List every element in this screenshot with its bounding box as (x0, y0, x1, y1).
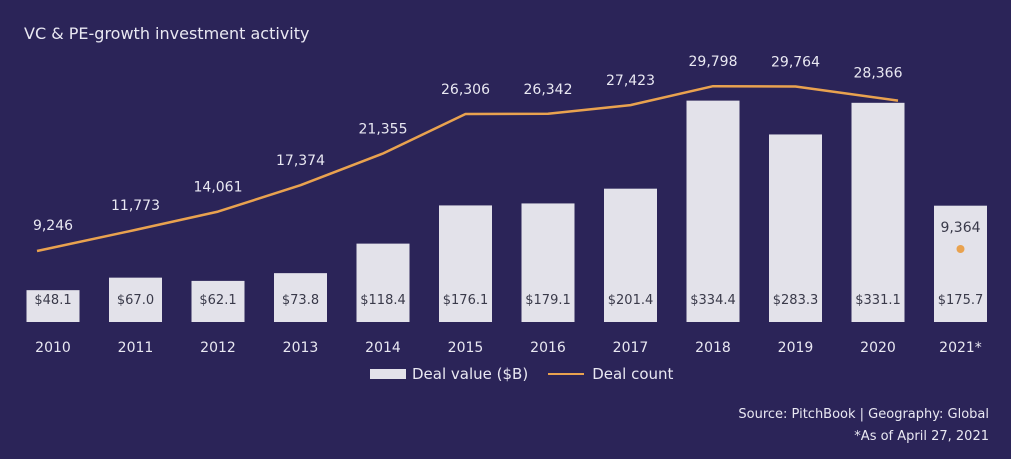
bar (109, 277, 162, 322)
legend-bar-label: Deal value ($B) (412, 365, 529, 383)
source-text: Source: PitchBook | Geography: Global (738, 407, 989, 422)
bar-value-label: $331.1 (855, 293, 901, 308)
x-tick-label: 2016 (530, 340, 566, 356)
line-value-label: 9,364 (940, 220, 980, 236)
legend: Deal value ($B) Deal count (370, 365, 673, 383)
bar-value-label: $179.1 (525, 293, 571, 308)
x-tick-label: 2021* (939, 340, 982, 356)
x-tick-label: 2018 (695, 340, 731, 356)
bar-value-label: $176.1 (443, 293, 489, 308)
line-value-label: 9,246 (33, 218, 73, 234)
legend-bar-swatch (370, 369, 406, 379)
line-value-label: 17,374 (276, 153, 325, 169)
bar (851, 102, 905, 322)
bar-value-label: $334.4 (690, 293, 736, 308)
source-note: Source: PitchBook | Geography: Global *A… (738, 404, 989, 448)
bar (604, 188, 657, 322)
legend-line-label: Deal count (592, 365, 674, 383)
legend-line-swatch (548, 373, 585, 375)
bar (934, 205, 987, 322)
x-tick-label: 2011 (118, 340, 154, 356)
bar (769, 134, 822, 322)
x-tick-label: 2019 (778, 340, 814, 356)
line-value-label: 11,773 (111, 198, 160, 214)
line-value-label: 29,764 (771, 54, 820, 70)
bar-value-label: $62.1 (199, 293, 236, 308)
chart-title: VC & PE-growth investment activity (24, 24, 310, 43)
bar-value-label: $283.3 (773, 293, 819, 308)
x-tick-label: 2017 (613, 340, 649, 356)
line-value-label: 14,061 (194, 180, 243, 196)
footnote-text: *As of April 27, 2021 (854, 429, 989, 444)
bar-value-label: $73.8 (282, 293, 319, 308)
x-tick-label: 2020 (860, 340, 896, 356)
line-value-label: 21,355 (359, 122, 408, 138)
x-tick-label: 2013 (283, 340, 319, 356)
bar (191, 280, 245, 322)
bar (356, 243, 410, 322)
bar (521, 203, 575, 322)
line-value-label: 26,342 (524, 82, 573, 98)
line-value-label: 29,798 (689, 54, 738, 70)
bar (686, 100, 740, 322)
x-tick-label: 2014 (365, 340, 401, 356)
bar (439, 205, 492, 322)
x-tick-label: 2012 (200, 340, 236, 356)
bar (274, 273, 327, 322)
line-value-label: 27,423 (606, 73, 655, 89)
line-value-label: 28,366 (854, 66, 903, 82)
deal-count-line (36, 84, 899, 253)
bar-value-label: $118.4 (360, 293, 406, 308)
bar-value-label: $175.7 (938, 293, 984, 308)
bar-value-label: $201.4 (608, 293, 654, 308)
deal-count-point (956, 245, 965, 253)
x-tick-label: 2010 (35, 340, 71, 356)
bar-value-label: $67.0 (117, 293, 154, 308)
line-value-label: 26,306 (441, 82, 490, 98)
bar-value-label: $48.1 (34, 293, 71, 308)
bar (26, 290, 80, 322)
x-tick-label: 2015 (448, 340, 484, 356)
